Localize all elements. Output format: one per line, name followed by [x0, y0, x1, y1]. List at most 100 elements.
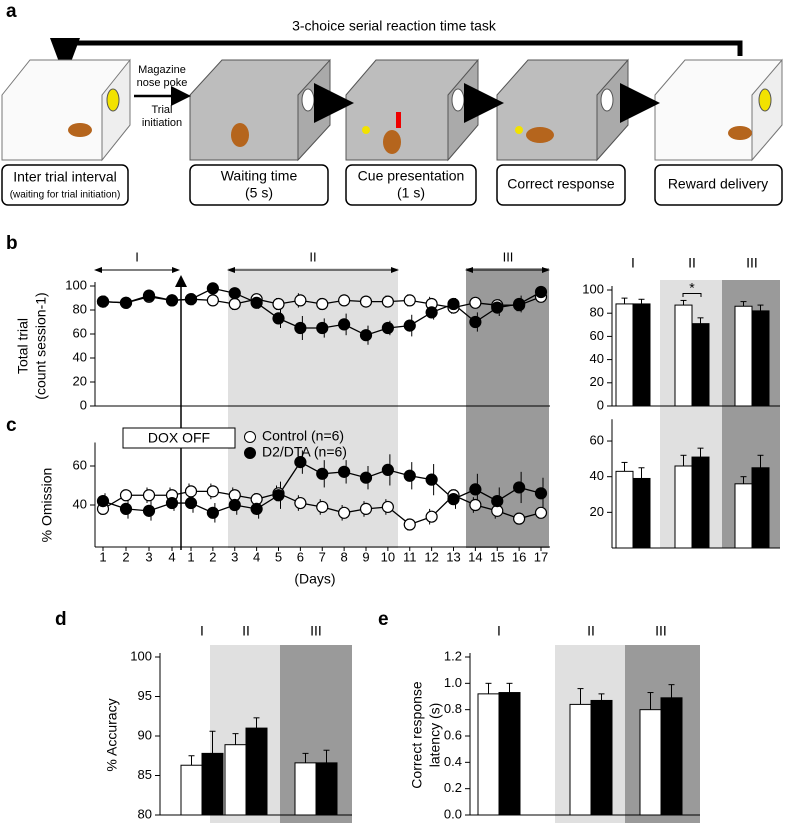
stage-sub: (1 s) [397, 185, 425, 201]
data-point [206, 485, 219, 498]
bar [632, 477, 651, 549]
data-point [206, 282, 219, 295]
x-tick-label: 4 [168, 549, 175, 564]
legend-marker [244, 447, 256, 459]
bar [734, 305, 753, 407]
data-point [403, 294, 416, 307]
data-point [184, 293, 198, 306]
panel-label: a [6, 1, 17, 22]
x-tick-label: 13 [446, 549, 460, 564]
y-tick-label: 80 [138, 806, 152, 821]
bar [615, 303, 634, 407]
data-point [250, 296, 263, 309]
x-tick-label: 5 [275, 549, 282, 564]
bar [294, 762, 317, 816]
data-point [96, 295, 110, 308]
legend-label: D2/DTA (n=6) [262, 444, 347, 460]
data-point [491, 495, 504, 508]
data-point [272, 312, 285, 325]
y-tick-label: 60 [590, 328, 604, 343]
data-point [184, 496, 198, 510]
bar [477, 693, 500, 816]
y-tick-label: 60 [73, 457, 87, 472]
y-tick-label: 80 [590, 305, 604, 320]
data-point [447, 493, 460, 506]
category-label: II [587, 623, 595, 639]
bar [615, 470, 634, 549]
y-tick-label: 60 [590, 432, 604, 447]
data-point [316, 297, 329, 311]
legend-label: Control (n=6) [262, 428, 344, 444]
bar [498, 692, 521, 816]
bar [590, 699, 613, 816]
data-point [425, 473, 438, 486]
chamber [654, 58, 783, 162]
bar [660, 697, 683, 816]
data-point [272, 297, 285, 311]
x-tick-label: 10 [381, 549, 395, 564]
data-point [316, 467, 329, 480]
data-point [491, 301, 504, 314]
bar [674, 304, 693, 407]
bar [569, 703, 592, 816]
data-point [381, 295, 394, 308]
significance-label: * [689, 280, 695, 296]
category-label: III [746, 255, 758, 271]
data-point [119, 502, 133, 515]
bar [224, 744, 247, 816]
period-label: II [309, 249, 316, 264]
data-point [228, 498, 241, 512]
y-axis-title: % Accuracy [104, 698, 120, 771]
y-axis-title: latency (s) [427, 703, 443, 768]
stage-sub: (waiting for trial initiation) [10, 190, 121, 201]
data-point [534, 506, 548, 519]
y-tick-label: 85 [138, 767, 152, 782]
stage-label: Waiting time [221, 168, 298, 184]
stage-label: Cue presentation [358, 168, 465, 184]
x-tick-label: 1 [187, 549, 194, 564]
data-point [534, 487, 548, 500]
bar [201, 752, 224, 816]
panel-label: c [6, 415, 17, 436]
data-point [294, 496, 307, 510]
bar [674, 465, 693, 549]
data-point [359, 471, 373, 484]
chamber [189, 58, 331, 162]
y-tick-label: 95 [138, 688, 152, 703]
data-point [381, 463, 394, 476]
loop-arrow [50, 38, 743, 78]
y-tick-label: 100 [65, 277, 87, 292]
data-point [513, 512, 526, 525]
y-axis-title: (count session-1) [33, 292, 49, 399]
y-tick-label: 100 [130, 648, 152, 663]
data-point [272, 489, 285, 502]
data-point [359, 502, 373, 515]
stage-box [345, 164, 477, 206]
data-point [469, 498, 482, 512]
stage-label: Inter trial interval [13, 169, 116, 185]
bar [180, 764, 203, 816]
data-point [206, 294, 219, 307]
x-tick-label: 8 [341, 549, 348, 564]
annotation: DOX OFF [148, 430, 210, 446]
x-tick-label: 14 [468, 549, 482, 564]
panel-label: b [6, 233, 18, 254]
category-label: I [200, 623, 204, 639]
data-point [294, 456, 307, 469]
bar [751, 467, 770, 549]
data-point [338, 465, 351, 478]
data-point [228, 297, 241, 311]
data-point [403, 518, 416, 531]
y-tick-label: 90 [138, 727, 152, 742]
data-point [96, 495, 110, 508]
legend-marker [244, 431, 256, 443]
diagram: 3-choice serial reaction time task Magaz… [1, 18, 783, 206]
x-tick-label: 17 [534, 549, 548, 564]
panel-label: e [378, 609, 389, 630]
y-tick-label: 0 [597, 397, 604, 412]
x-tick-label: 11 [403, 549, 417, 564]
y-tick-label: 60 [73, 325, 87, 340]
data-point [119, 489, 133, 502]
x-tick-label: 7 [319, 549, 326, 564]
arrow-label: nose poke [137, 77, 188, 89]
